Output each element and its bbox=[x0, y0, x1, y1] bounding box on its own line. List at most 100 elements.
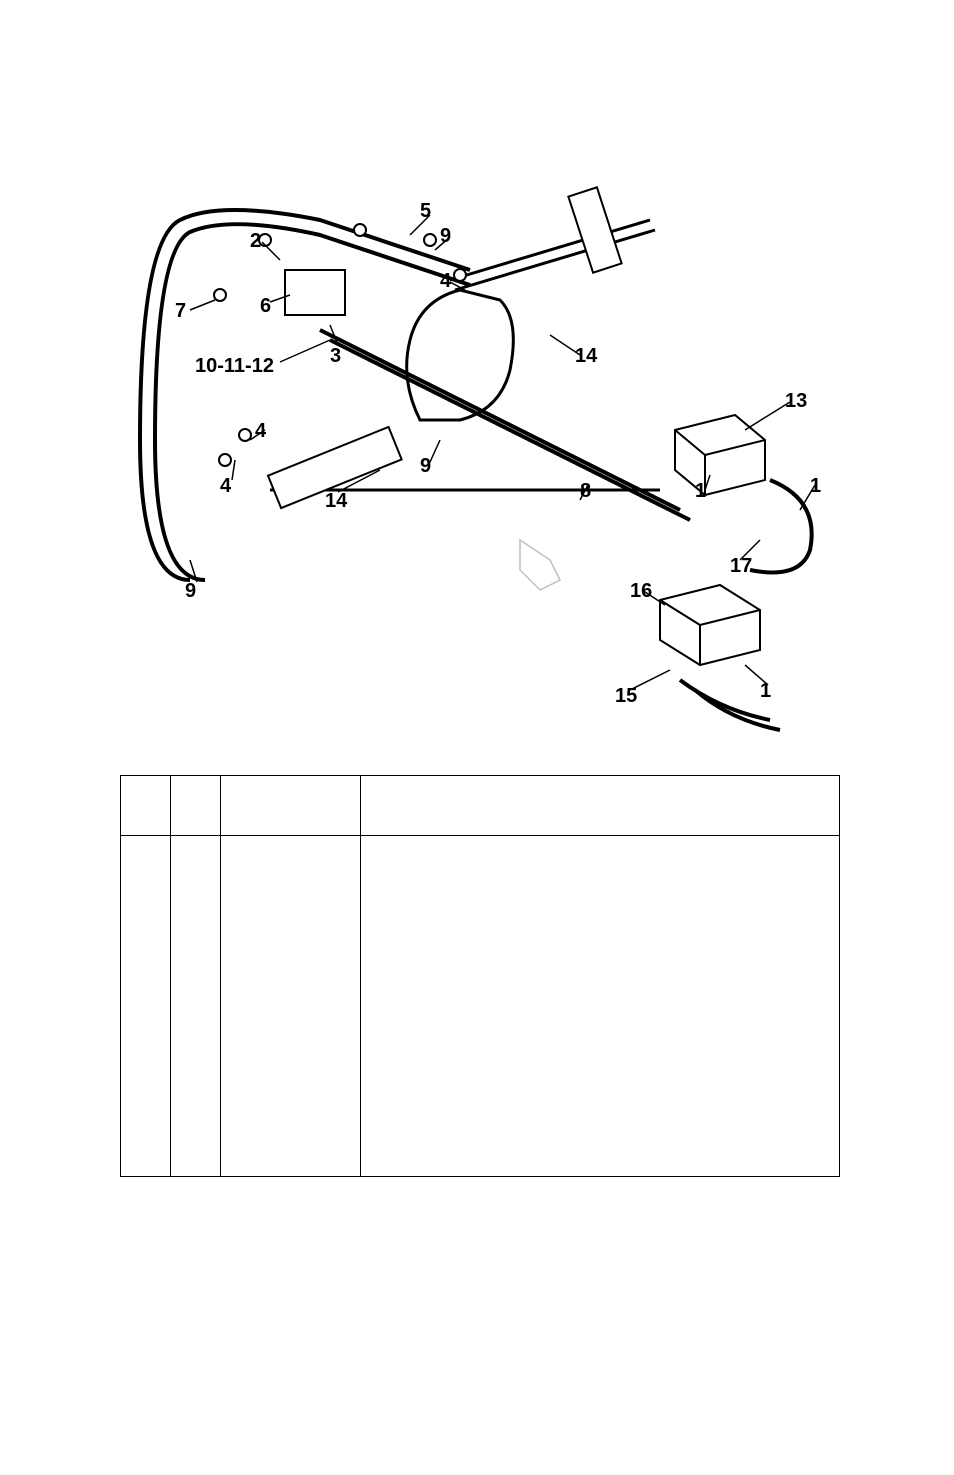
cell-part bbox=[221, 876, 361, 896]
cell-ref bbox=[121, 876, 171, 896]
cell-ref bbox=[121, 1116, 171, 1136]
cell-desc bbox=[361, 916, 840, 936]
cell-ref bbox=[121, 1136, 171, 1156]
table-row bbox=[121, 996, 840, 1016]
header-desc bbox=[361, 776, 840, 836]
table-row bbox=[121, 1076, 840, 1096]
diagram-svg bbox=[120, 140, 840, 760]
callout-17: 17 bbox=[730, 555, 752, 578]
header-qty bbox=[171, 776, 221, 836]
cell-qty bbox=[171, 876, 221, 896]
callout-9a: 9 bbox=[440, 225, 451, 248]
cell-ref bbox=[121, 836, 171, 857]
cell-qty bbox=[171, 856, 221, 876]
cell-qty bbox=[171, 1056, 221, 1076]
callout-14a: 14 bbox=[575, 345, 597, 368]
cell-qty bbox=[171, 1076, 221, 1096]
cell-qty bbox=[171, 1156, 221, 1177]
cell-part bbox=[221, 1036, 361, 1056]
callout-9c: 9 bbox=[185, 580, 196, 603]
cell-part bbox=[221, 936, 361, 956]
table-row bbox=[121, 856, 840, 876]
cell-desc bbox=[361, 1136, 840, 1156]
cell-desc bbox=[361, 1036, 840, 1056]
table-row bbox=[121, 1096, 840, 1116]
cell-part bbox=[221, 1136, 361, 1156]
callout-1a: 1 bbox=[695, 480, 706, 503]
callout-13: 13 bbox=[785, 390, 807, 413]
cell-qty bbox=[171, 956, 221, 976]
cell-part bbox=[221, 976, 361, 996]
parts-tbody bbox=[121, 836, 840, 1177]
cell-part bbox=[221, 996, 361, 1016]
cell-desc bbox=[361, 956, 840, 976]
cell-desc bbox=[361, 936, 840, 956]
callout-16: 16 bbox=[630, 580, 652, 603]
hydraulic-diagram: 11123444567899910-11-12131414151617 bbox=[120, 140, 840, 760]
cell-desc bbox=[361, 1116, 840, 1136]
table-row bbox=[121, 1136, 840, 1156]
cell-part bbox=[221, 1096, 361, 1116]
cell-part bbox=[221, 1076, 361, 1096]
table-row bbox=[121, 836, 840, 857]
cell-part bbox=[221, 1156, 361, 1177]
callout-7: 7 bbox=[175, 300, 186, 323]
callout-15: 15 bbox=[615, 685, 637, 708]
table-row bbox=[121, 1036, 840, 1056]
cell-desc bbox=[361, 1096, 840, 1116]
cell-ref bbox=[121, 916, 171, 936]
cell-desc bbox=[361, 1156, 840, 1177]
cell-part bbox=[221, 856, 361, 876]
cell-ref bbox=[121, 956, 171, 976]
cell-ref bbox=[121, 856, 171, 876]
table-row bbox=[121, 896, 840, 916]
cell-part bbox=[221, 836, 361, 857]
cell-qty bbox=[171, 1036, 221, 1056]
callout-3: 3 bbox=[330, 345, 341, 368]
cell-part bbox=[221, 916, 361, 936]
cell-ref bbox=[121, 1016, 171, 1036]
parts-table bbox=[120, 775, 840, 1177]
callout-14b: 14 bbox=[325, 490, 347, 513]
callout-4a: 4 bbox=[440, 270, 451, 293]
callout-4c: 4 bbox=[220, 475, 231, 498]
cell-desc bbox=[361, 996, 840, 1016]
cell-qty bbox=[171, 1096, 221, 1116]
cell-ref bbox=[121, 936, 171, 956]
cell-qty bbox=[171, 936, 221, 956]
table-row bbox=[121, 936, 840, 956]
table-row bbox=[121, 956, 840, 976]
callout-9b: 9 bbox=[420, 455, 431, 478]
callout-10-11-12: 10-11-12 bbox=[195, 355, 274, 378]
cell-ref bbox=[121, 896, 171, 916]
cell-ref bbox=[121, 976, 171, 996]
cell-ref bbox=[121, 996, 171, 1016]
callout-6: 6 bbox=[260, 295, 271, 318]
table-row bbox=[121, 1056, 840, 1076]
cell-desc bbox=[361, 836, 840, 857]
cell-desc bbox=[361, 896, 840, 916]
table-row bbox=[121, 916, 840, 936]
cell-part bbox=[221, 1016, 361, 1036]
cell-qty bbox=[171, 996, 221, 1016]
cell-ref bbox=[121, 1036, 171, 1056]
cell-qty bbox=[171, 1016, 221, 1036]
cell-part bbox=[221, 1056, 361, 1076]
callout-1c: 1 bbox=[760, 680, 771, 703]
header-part bbox=[221, 776, 361, 836]
table-row bbox=[121, 1156, 840, 1177]
cell-desc bbox=[361, 1076, 840, 1096]
cell-desc bbox=[361, 1056, 840, 1076]
table-row bbox=[121, 876, 840, 896]
callout-4b: 4 bbox=[255, 420, 266, 443]
cell-desc bbox=[361, 976, 840, 996]
cell-ref bbox=[121, 1056, 171, 1076]
cell-ref bbox=[121, 1096, 171, 1116]
cell-qty bbox=[171, 916, 221, 936]
cell-part bbox=[221, 956, 361, 976]
cell-desc bbox=[361, 856, 840, 876]
cell-part bbox=[221, 1116, 361, 1136]
header-ref bbox=[121, 776, 171, 836]
callout-5: 5 bbox=[420, 200, 431, 223]
callout-1b: 1 bbox=[810, 475, 821, 498]
